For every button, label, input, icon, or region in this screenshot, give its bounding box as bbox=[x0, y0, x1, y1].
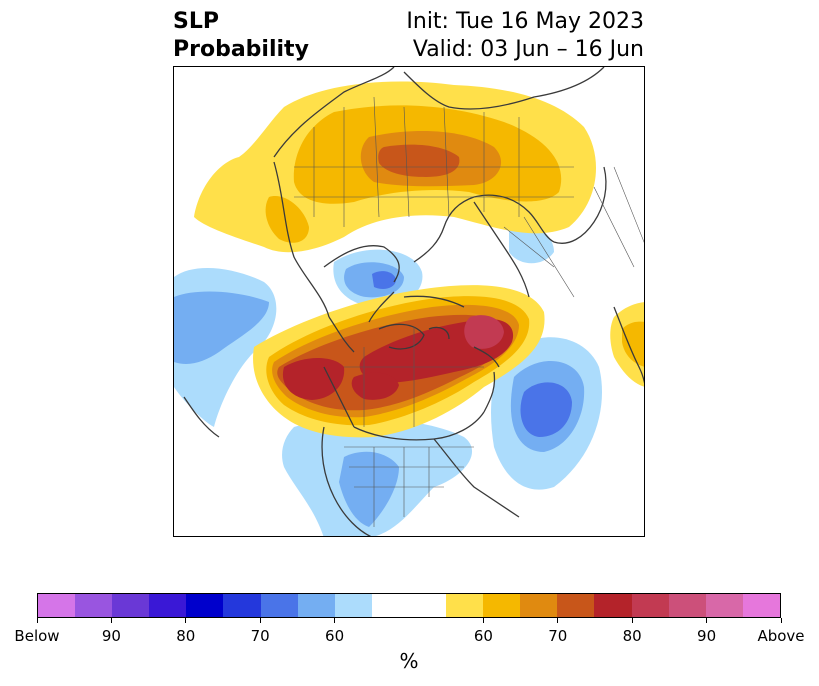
above-max-center-south bbox=[351, 372, 399, 400]
colorbar-tick bbox=[780, 618, 782, 623]
colorbar-segment bbox=[557, 594, 595, 617]
colorbar-unit-label: % bbox=[399, 649, 419, 673]
colorbar-tick-label: 60 bbox=[325, 627, 345, 645]
colorbar-tick-label: Above bbox=[757, 627, 805, 645]
above-high-north bbox=[378, 144, 460, 177]
colorbar-segment bbox=[75, 594, 113, 617]
below-mid-pacific bbox=[174, 291, 269, 364]
init-date: Init: Tue 16 May 2023 bbox=[406, 9, 644, 34]
colorbar-tick bbox=[557, 618, 559, 623]
below-strong-hudson bbox=[372, 271, 396, 289]
valid-range: Valid: 03 Jun – 16 Jun bbox=[412, 37, 644, 62]
colorbar-segment bbox=[260, 594, 298, 617]
colorbar-segment bbox=[705, 594, 743, 617]
colorbar-tick bbox=[706, 618, 708, 623]
colorbar-segment bbox=[446, 594, 484, 617]
colorbar-tick-label: Below bbox=[14, 627, 60, 645]
colorbar-tick-label: 90 bbox=[101, 627, 121, 645]
colorbar-tick-label: 60 bbox=[473, 627, 493, 645]
below-strong-atlantic bbox=[520, 382, 572, 437]
colorbar-tick-label: 80 bbox=[622, 627, 642, 645]
colorbar-segment bbox=[408, 594, 447, 617]
coastlines bbox=[183, 67, 644, 536]
colorbar-segment bbox=[594, 594, 632, 617]
colorbar-tick-label: 70 bbox=[548, 627, 568, 645]
colorbar-segment bbox=[520, 594, 558, 617]
below-region-scandinavia bbox=[509, 223, 554, 264]
title-block-left: SLP Probability bbox=[173, 8, 309, 64]
colorbar-tick bbox=[110, 618, 112, 623]
colorbar-tick bbox=[482, 618, 484, 623]
colorbar-tick bbox=[631, 618, 633, 623]
colorbar-tick-label: 70 bbox=[250, 627, 270, 645]
map-canvas bbox=[174, 67, 644, 536]
colorbar-segment bbox=[742, 594, 780, 617]
colorbar-tick bbox=[334, 618, 336, 623]
title-product: Probability bbox=[173, 37, 309, 62]
title-variable: SLP bbox=[173, 9, 219, 34]
above-peak bbox=[464, 315, 504, 349]
colorbar-tick bbox=[36, 618, 38, 623]
colorbar-tick bbox=[259, 618, 261, 623]
above-mid-east bbox=[622, 321, 644, 367]
colorbar-segment bbox=[38, 594, 76, 617]
colorbar-segment bbox=[371, 594, 409, 617]
above-max-west bbox=[282, 358, 345, 400]
colorbar-tick-label: 90 bbox=[697, 627, 717, 645]
title-block-right: Init: Tue 16 May 2023 Valid: 03 Jun – 16… bbox=[406, 8, 644, 64]
colorbar-segment bbox=[668, 594, 706, 617]
colorbar-segment bbox=[297, 594, 335, 617]
colorbar bbox=[37, 593, 781, 618]
colorbar-segment bbox=[223, 594, 261, 617]
borders bbox=[294, 96, 644, 527]
colorbar-segment bbox=[112, 594, 150, 617]
above-mid-west bbox=[265, 196, 309, 243]
probability-map bbox=[173, 66, 645, 537]
colorbar-segment bbox=[631, 594, 669, 617]
colorbar-tick-label: 80 bbox=[176, 627, 196, 645]
colorbar-segment bbox=[149, 594, 187, 617]
colorbar-tick bbox=[185, 618, 187, 623]
colorbar-segment bbox=[334, 594, 372, 617]
colorbar-segment bbox=[483, 594, 521, 617]
below-mid-us bbox=[339, 451, 399, 527]
colorbar-segment bbox=[186, 594, 224, 617]
